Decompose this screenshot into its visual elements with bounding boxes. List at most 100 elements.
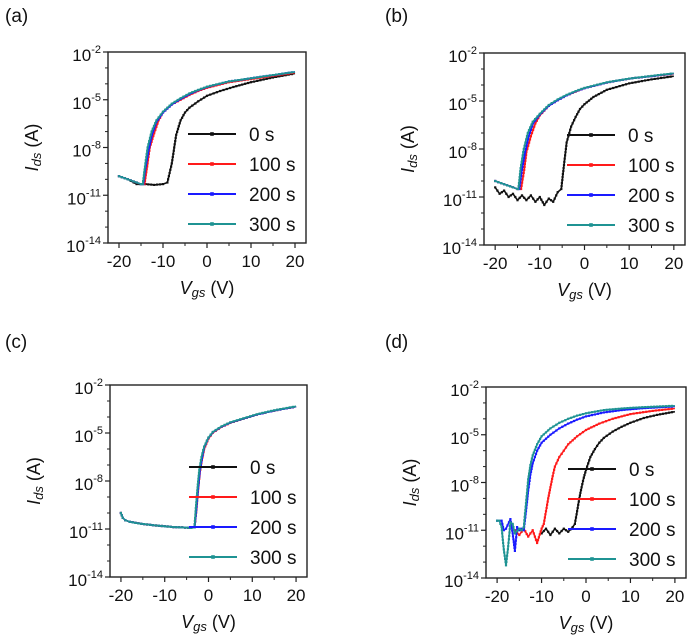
- legend-label: 100 s: [629, 490, 675, 511]
- data-point: [522, 175, 525, 178]
- data-point: [193, 523, 196, 526]
- data-point: [541, 525, 544, 528]
- data-point: [644, 75, 647, 78]
- data-point: [574, 519, 577, 522]
- data-point: [290, 71, 293, 74]
- data-point: [527, 535, 530, 538]
- data-point: [153, 132, 156, 135]
- data-point: [520, 184, 523, 187]
- data-point: [506, 184, 509, 187]
- data-point: [157, 524, 160, 527]
- data-point: [504, 557, 507, 560]
- data-point: [284, 72, 287, 75]
- data-point: [570, 416, 573, 419]
- data-point: [149, 523, 152, 526]
- data-point: [628, 77, 631, 80]
- data-point: [523, 196, 526, 199]
- data-point: [550, 102, 553, 105]
- data-point: [576, 510, 579, 513]
- data-point: [134, 521, 137, 524]
- data-point: [599, 82, 602, 85]
- data-point: [139, 183, 143, 186]
- data-point: [511, 186, 515, 189]
- data-point: [583, 86, 586, 89]
- legend-label: 300 s: [250, 548, 296, 569]
- data-point: [205, 85, 209, 88]
- data-point: [173, 100, 176, 103]
- data-point: [524, 147, 527, 151]
- legend-marker: [589, 163, 593, 167]
- data-point: [523, 515, 526, 518]
- data-point: [243, 78, 246, 81]
- data-point: [552, 431, 555, 434]
- data-point: [145, 155, 148, 159]
- data-point: [203, 445, 206, 448]
- y-tick-label: 10-14: [442, 237, 477, 258]
- data-point: [567, 443, 570, 446]
- data-point: [589, 85, 592, 88]
- data-point: [508, 528, 511, 531]
- data-point: [642, 416, 645, 420]
- data-point: [533, 125, 536, 128]
- data-point: [175, 133, 178, 136]
- data-point: [166, 106, 169, 109]
- data-point: [623, 408, 626, 411]
- data-point: [605, 434, 608, 437]
- data-point: [587, 99, 591, 102]
- data-point: [628, 82, 631, 85]
- data-point: [526, 481, 529, 484]
- data-point: [173, 143, 176, 146]
- data-point: [656, 405, 659, 408]
- y-tick-label: 10-14: [66, 235, 101, 256]
- legend-item: 100 s: [568, 490, 675, 511]
- data-point: [496, 519, 499, 522]
- data-point: [520, 168, 524, 171]
- data-point: [561, 175, 564, 179]
- data-point: [567, 417, 570, 420]
- data-point: [509, 194, 512, 197]
- data-point: [544, 437, 548, 440]
- data-point: [583, 474, 586, 477]
- data-point: [528, 469, 531, 472]
- data-point: [527, 135, 530, 138]
- data-point: [638, 411, 642, 414]
- data-point: [562, 95, 565, 98]
- data-point: [608, 418, 611, 422]
- data-point: [551, 530, 554, 533]
- legend: 0 s 100 s 200 s 300 s: [189, 458, 296, 569]
- data-point: [526, 141, 529, 144]
- data-point: [203, 96, 206, 99]
- data-point: [579, 489, 583, 492]
- y-tick-label: 10-8: [448, 141, 477, 162]
- data-point: [152, 134, 155, 138]
- data-point: [661, 412, 665, 415]
- y-tick-label: 10-8: [72, 140, 101, 161]
- data-point: [543, 519, 546, 522]
- y-tick-label: 10-2: [74, 377, 103, 398]
- data-point: [618, 79, 621, 82]
- data-point: [590, 97, 593, 100]
- data-point: [624, 83, 628, 86]
- data-point: [265, 74, 268, 78]
- data-point: [587, 462, 590, 465]
- data-point: [567, 530, 570, 533]
- data-point: [553, 197, 556, 200]
- data-point: [505, 561, 508, 564]
- data-point: [503, 183, 506, 186]
- series-group: [117, 71, 296, 186]
- data-point: [506, 548, 509, 551]
- data-point: [511, 535, 515, 538]
- data-point: [637, 76, 640, 79]
- data-point: [120, 514, 123, 517]
- data-point: [558, 427, 561, 430]
- data-point: [146, 149, 149, 152]
- data-point: [508, 534, 511, 537]
- data-point: [151, 127, 154, 130]
- data-point: [524, 151, 527, 154]
- data-point: [540, 527, 543, 530]
- data-point: [568, 131, 571, 135]
- data-point: [166, 525, 169, 528]
- data-point: [147, 149, 150, 152]
- data-point: [516, 529, 519, 533]
- data-point: [545, 200, 548, 203]
